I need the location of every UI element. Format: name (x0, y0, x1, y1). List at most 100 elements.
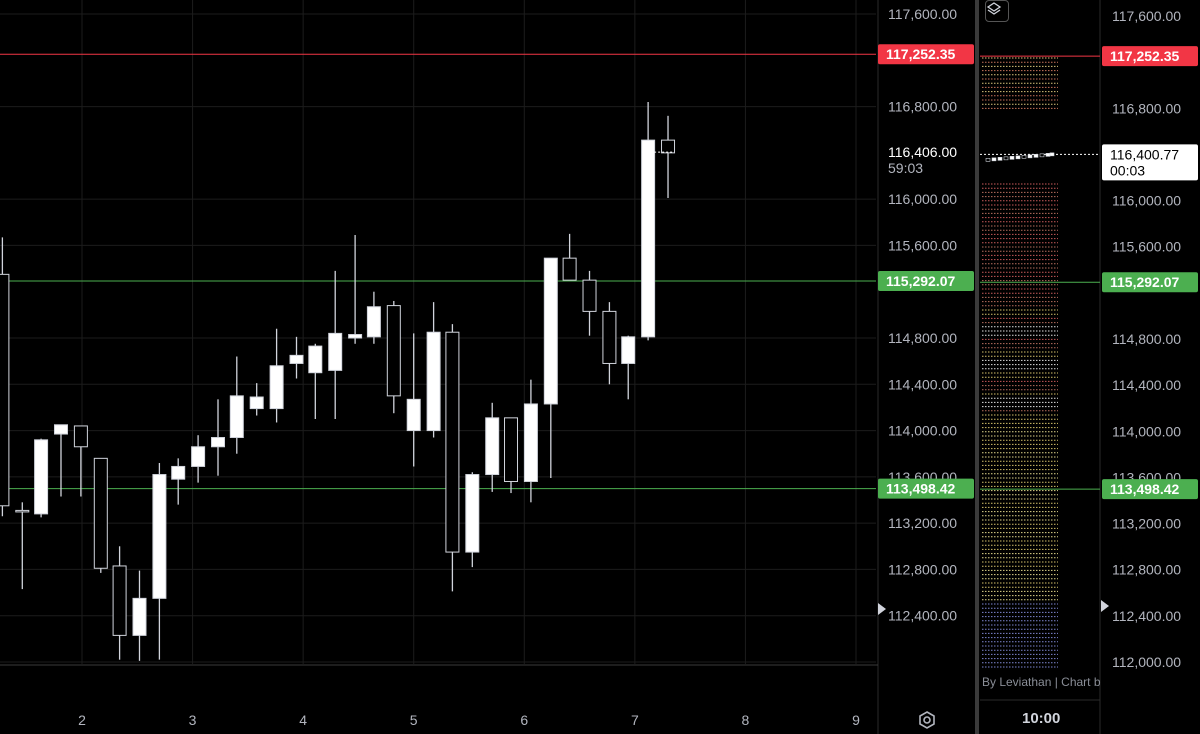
candle-body (171, 465, 186, 480)
gear-icon (919, 711, 935, 729)
level-price-tag-label: 113,498.42 (886, 481, 956, 497)
level-price-tag-label: 113,498.42 (1110, 481, 1180, 497)
mini-candle (985, 158, 991, 162)
current-price-label: 116,406.00 (888, 144, 957, 160)
mini-candle (1015, 155, 1021, 160)
candle-body (328, 332, 343, 371)
scroll-right-arrow-icon[interactable] (1101, 600, 1109, 612)
price-axis-label: 114,400.00 (888, 376, 957, 392)
main-chart-pane[interactable]: 117,600.00 116,800.00 116,000.00 115,600.00… (0, 0, 976, 734)
candle-body (621, 336, 636, 364)
scroll-right-arrow-icon[interactable] (878, 603, 886, 615)
current-price-box (1102, 144, 1198, 181)
price-chart[interactable]: 117,600.00 116,800.00 116,000.00 115,600.00… (0, 0, 976, 734)
price-axis-label: 112,800.00 (888, 561, 957, 577)
candle-body (53, 424, 68, 435)
time-axis-label: 9 (852, 712, 860, 728)
time-label: 10:00 (1022, 710, 1061, 727)
indicator-credit: By Leviathan | Chart b (982, 675, 1101, 689)
candle-body (132, 597, 147, 636)
candle-body (308, 345, 323, 374)
level-price-tag (1102, 46, 1198, 67)
mini-candle (1033, 154, 1039, 158)
time-axis-label: 3 (189, 712, 197, 728)
candle-body (465, 474, 480, 553)
level-price-tag (1102, 272, 1198, 293)
mini-candle (1003, 156, 1009, 161)
lower-timeframe-pane[interactable]: 117,600.00 116,800.00 116,000.00 115,600.00… (980, 0, 1200, 734)
price-axis-label: 114,800.00 (888, 330, 957, 346)
level-price-tag (1102, 479, 1198, 500)
current-price-label: 116,400.77 (1110, 146, 1179, 162)
price-axis-label: 112,400.00 (888, 608, 957, 624)
time-axis-label: 6 (520, 712, 528, 728)
candle-body (112, 565, 127, 636)
mini-candle (1021, 155, 1027, 159)
candle-body (386, 305, 401, 397)
level-price-tag (878, 271, 974, 292)
candle-body (562, 257, 577, 281)
countdown-label: 00:03 (1110, 162, 1145, 178)
level-price-tag-label: 117,252.35 (1110, 48, 1180, 64)
price-axis-label: 114,000.00 (1112, 423, 1181, 439)
mini-candle (1027, 154, 1033, 159)
candle-body (523, 403, 538, 482)
price-axis-label: 116,000.00 (1112, 193, 1181, 209)
price-axis-label: 115,600.00 (888, 237, 957, 253)
candle-body (211, 437, 226, 448)
price-axis-label: 114,400.00 (1112, 377, 1181, 393)
candle-body (602, 310, 617, 364)
candle-body (426, 331, 441, 432)
candle-body (269, 365, 284, 410)
price-axis-label: 112,000.00 (1112, 654, 1181, 670)
candle-body (504, 417, 519, 482)
layers-icon (986, 2, 1002, 15)
price-axis-label: 117,600.00 (888, 6, 957, 22)
candle-body (289, 354, 304, 364)
candle-body (229, 395, 244, 439)
level-price-tag-label: 117,252.35 (886, 46, 956, 62)
lower-timeframe-chart: 117,600.00 116,800.00 116,000.00 115,600.00… (980, 0, 1198, 734)
pane-divider[interactable] (975, 0, 979, 734)
price-axis-label: 114,800.00 (1112, 331, 1181, 347)
candle-body (249, 396, 264, 410)
price-axis-label: 113,200.00 (888, 515, 957, 531)
price-axis-label: 114,000.00 (888, 423, 957, 439)
mini-candle (1009, 156, 1015, 160)
time-axis-label: 2 (78, 712, 86, 728)
candle-body (348, 334, 363, 339)
price-axis-label: 112,400.00 (1112, 608, 1181, 624)
mini-candle (1049, 152, 1055, 157)
level-price-tag-label: 115,292.07 (886, 273, 956, 289)
candle-body (582, 279, 597, 312)
candle-body (15, 509, 30, 513)
time-axis-label: 8 (742, 712, 750, 728)
layers-button[interactable] (985, 0, 1009, 22)
candle-body (152, 474, 167, 599)
price-axis-label: 117,600.00 (1112, 8, 1181, 24)
price-axis-label: 112,800.00 (1112, 562, 1181, 578)
candle-body (34, 439, 49, 515)
candle-body (445, 331, 460, 553)
price-axis-label: 116,800.00 (1112, 100, 1181, 116)
candle-body (641, 139, 656, 338)
time-axis-label: 4 (299, 712, 307, 728)
candle-body (661, 139, 676, 154)
price-axis-label: 116,000.00 (888, 191, 957, 207)
level-price-tag-label: 115,292.07 (1110, 274, 1180, 290)
mini-candle (1039, 153, 1045, 158)
level-price-tag (878, 478, 974, 499)
time-axis-label: 5 (410, 712, 418, 728)
chart-settings-button[interactable] (916, 709, 938, 731)
candle-body (366, 306, 381, 338)
price-axis-label: 115,600.00 (1112, 239, 1181, 255)
mini-candle (1045, 153, 1051, 157)
mini-candle (991, 157, 997, 162)
price-axis-label: 116,800.00 (888, 99, 957, 115)
candle-body (93, 457, 108, 569)
level-price-tag (878, 44, 974, 65)
countdown-label: 59:03 (888, 160, 923, 176)
candle-body (191, 446, 206, 467)
candle-body (0, 273, 10, 507)
time-axis-label: 7 (631, 712, 639, 728)
